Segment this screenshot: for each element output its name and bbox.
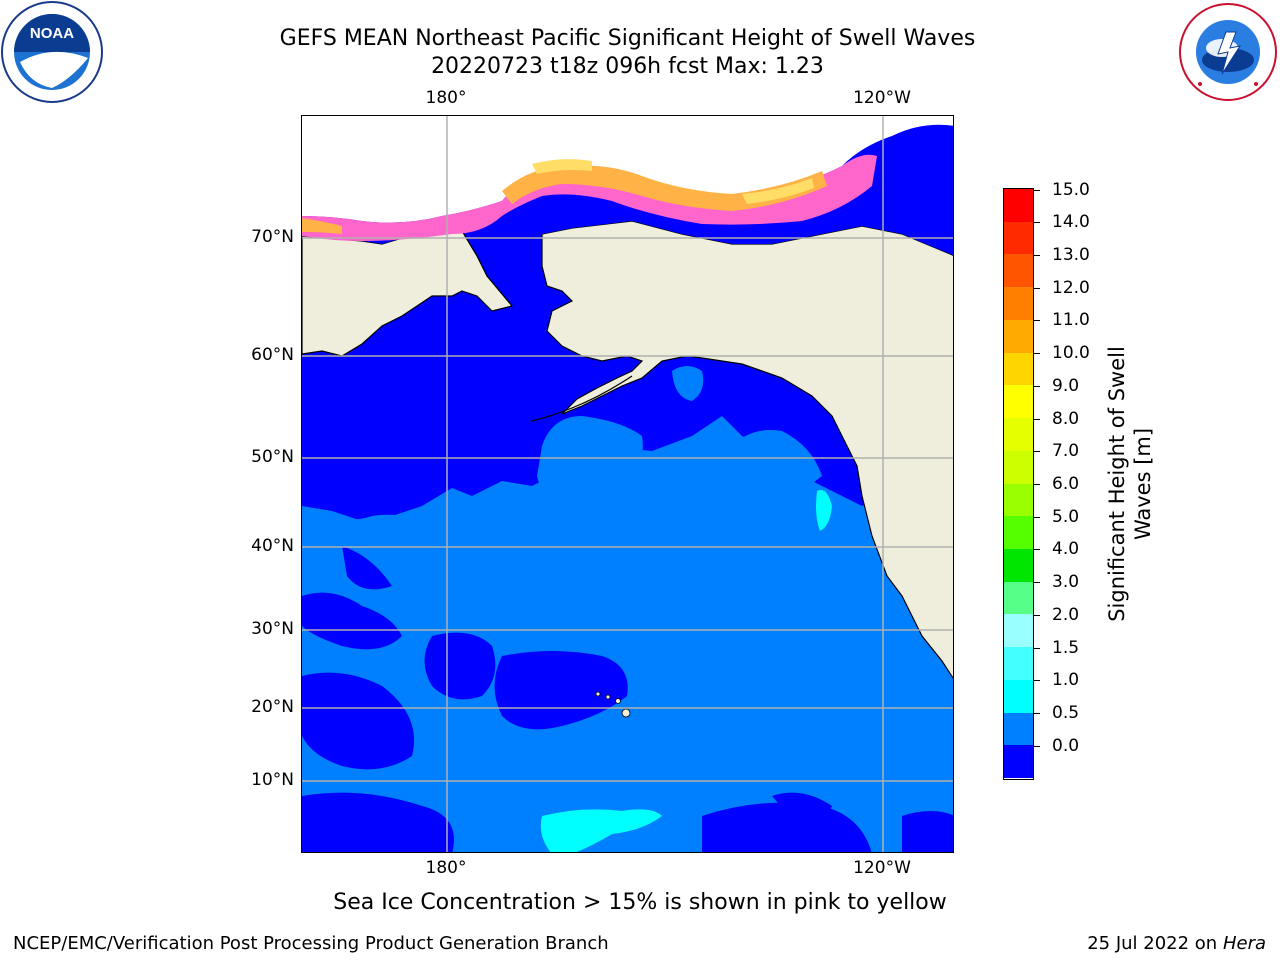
colorbar-tick-label: 15.0 (1052, 179, 1090, 200)
colorbar-tick (1034, 713, 1040, 715)
colorbar-segment (1004, 254, 1033, 288)
colorbar-segment (1004, 647, 1033, 681)
colorbar-tick (1034, 385, 1040, 387)
colorbar-segment (1004, 418, 1033, 452)
noaa-logo: NOAA (0, 0, 104, 104)
colorbar-segment (1004, 450, 1033, 484)
colorbar-tick-label: 2.0 (1052, 604, 1080, 625)
colorbar-tick-label: 10.0 (1052, 343, 1090, 364)
colorbar-tick (1034, 516, 1040, 518)
colorbar-tick (1034, 647, 1040, 649)
colorbar-tick (1034, 582, 1040, 584)
credit-date-text: 25 Jul 2022 on (1087, 933, 1218, 954)
colorbar-tick-label: 7.0 (1052, 441, 1080, 462)
colorbar-segment (1004, 483, 1033, 517)
sea-ice-note: Sea Ice Concentration > 15% is shown in … (333, 890, 947, 915)
colorbar-tick-label: 1.5 (1052, 637, 1080, 658)
lon-label-bottom-120w: 120°W (853, 858, 911, 878)
colorbar-tick-label: 14.0 (1052, 212, 1090, 233)
colorbar-tick-label: 8.0 (1052, 408, 1080, 429)
colorbar-segment (1004, 385, 1033, 419)
colorbar-tick (1034, 189, 1040, 191)
credit-branch: NCEP/EMC/Verification Post Processing Pr… (13, 933, 609, 954)
colorbar-tick-label: 9.0 (1052, 375, 1080, 396)
map-panel (301, 115, 954, 853)
colorbar-segment (1004, 548, 1033, 583)
colorbar-tick (1034, 287, 1040, 289)
map-canvas (302, 116, 953, 852)
colorbar-segment (1004, 745, 1033, 779)
colorbar-tick (1034, 451, 1040, 453)
colorbar-tick-label: 1.0 (1052, 670, 1080, 691)
colorbar-tick (1034, 745, 1040, 747)
colorbar-tick (1034, 614, 1040, 616)
colorbar-tick-label: 11.0 (1052, 310, 1090, 331)
colorbar-title: Significant Height of Swell Waves [m] (1104, 346, 1156, 622)
colorbar-tick (1034, 680, 1040, 682)
colorbar-tick-label: 0.0 (1052, 735, 1080, 756)
lat-label-30n: 30°N (251, 619, 294, 639)
colorbar-tick-label: 5.0 (1052, 506, 1080, 527)
colorbar-tick (1034, 222, 1040, 224)
colorbar-title-line1: Significant Height of Swell (1105, 346, 1129, 622)
chart-subtitle: 20220723 t18z 096h fcst Max: 1.23 (431, 54, 824, 79)
sea-ice-band (302, 154, 877, 241)
ocean-cyan-patch (540, 809, 662, 852)
colorbar-tick-label: 3.0 (1052, 572, 1080, 593)
colorbar-segment (1004, 581, 1033, 615)
colorbar-segment (1004, 516, 1033, 550)
colorbar-segment (1004, 189, 1033, 223)
colorbar-segment (1004, 352, 1033, 386)
lat-label-60n: 60°N (251, 345, 294, 365)
lon-label-bottom-180: 180° (425, 858, 467, 878)
lon-label-top-180: 180° (425, 88, 467, 108)
colorbar-tick-label: 4.0 (1052, 539, 1080, 560)
colorbar-segment (1004, 614, 1033, 648)
colorbar-tick (1034, 418, 1040, 420)
colorbar-tick (1034, 484, 1040, 485)
colorbar-tick (1034, 254, 1040, 256)
colorbar (1003, 188, 1034, 780)
lat-label-70n: 70°N (251, 227, 294, 247)
lat-label-10n: 10°N (251, 770, 294, 790)
colorbar-segment (1004, 221, 1033, 255)
chart-title: GEFS MEAN Northeast Pacific Significant … (279, 26, 976, 51)
colorbar-tick-label: 12.0 (1052, 277, 1090, 298)
colorbar-tick (1034, 353, 1040, 355)
credit-machine: Hera (1222, 933, 1266, 954)
colorbar-tick (1034, 549, 1040, 551)
colorbar-tick-label: 0.5 (1052, 703, 1080, 724)
svg-text:NOAA: NOAA (30, 25, 74, 42)
lat-label-40n: 40°N (251, 536, 294, 556)
colorbar-segment (1004, 319, 1033, 354)
colorbar-tick-label: 13.0 (1052, 244, 1090, 265)
colorbar-segment (1004, 712, 1033, 746)
colorbar-tick-label: 6.0 (1052, 474, 1080, 494)
colorbar-segment (1004, 287, 1033, 321)
colorbar-segment (1004, 679, 1033, 714)
lat-label-50n: 50°N (251, 447, 294, 467)
nws-logo (1178, 2, 1278, 102)
colorbar-tick (1034, 320, 1040, 322)
credit-date: 25 Jul 2022 on Hera (1087, 933, 1266, 954)
lat-label-20n: 20°N (251, 697, 294, 717)
lon-label-top-120w: 120°W (853, 88, 911, 108)
graticule (302, 116, 953, 852)
colorbar-title-line2: Waves [m] (1131, 427, 1155, 541)
